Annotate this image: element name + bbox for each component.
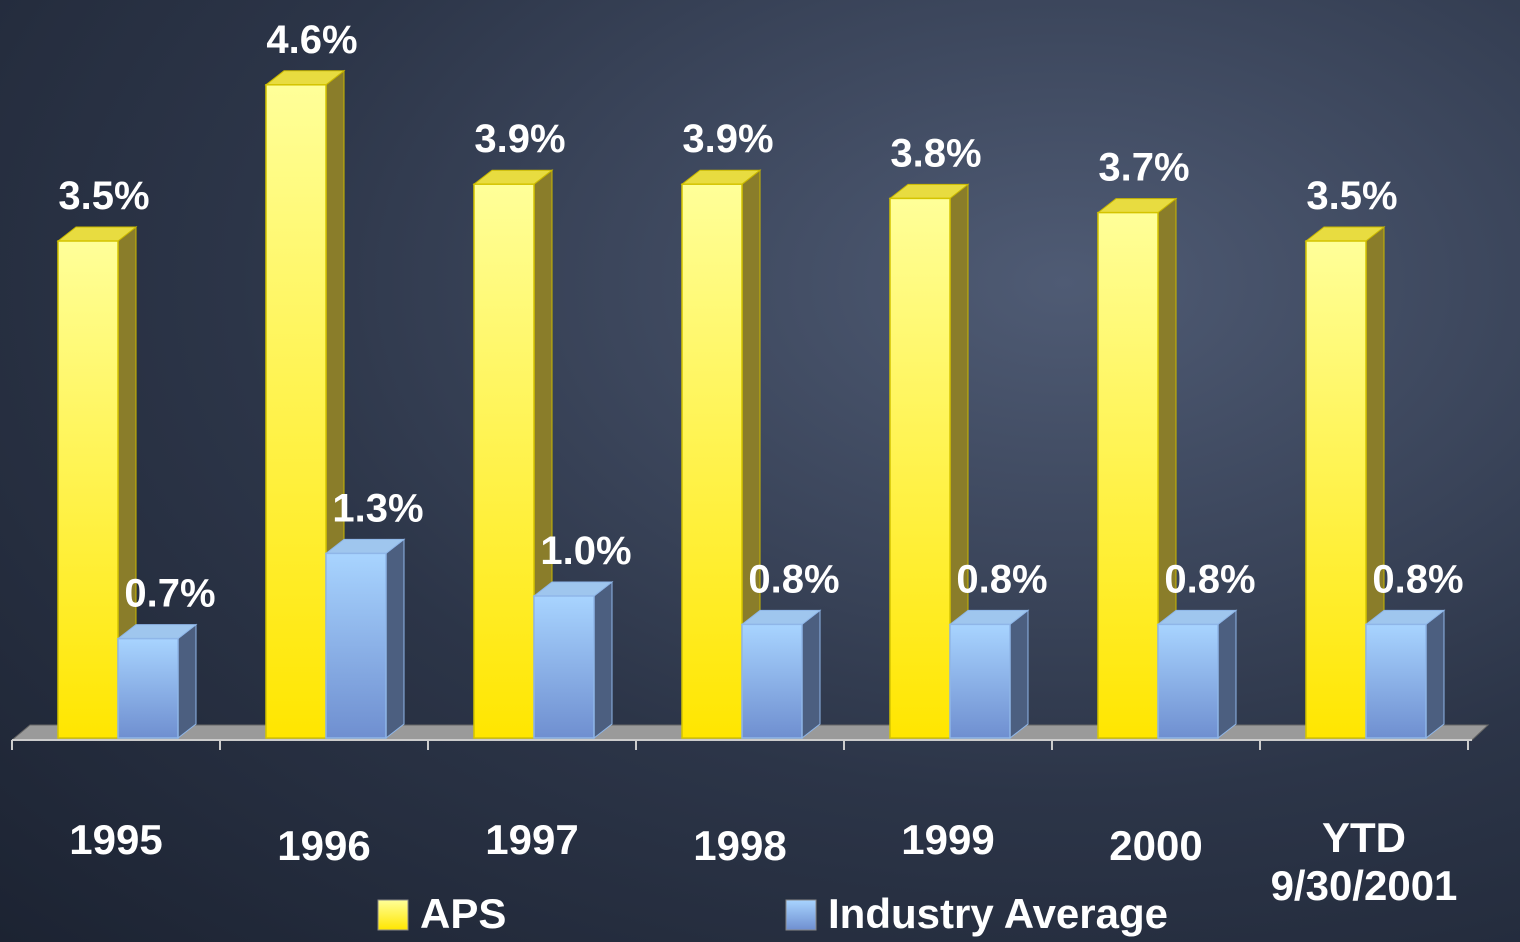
data-label: 0.8% xyxy=(1372,557,1463,601)
bar xyxy=(473,183,535,739)
data-label: 1.0% xyxy=(540,529,631,573)
bar xyxy=(1097,211,1159,739)
data-label: 3.5% xyxy=(58,174,149,218)
data-label: 0.8% xyxy=(748,557,839,601)
x-tick-label: 2000 xyxy=(1109,822,1203,869)
x-tick-label: 1995 xyxy=(69,816,163,863)
legend-swatch xyxy=(785,899,817,931)
bar xyxy=(265,84,327,739)
bar xyxy=(533,595,595,739)
bar xyxy=(1157,623,1219,739)
bar-side xyxy=(1217,609,1237,740)
bar xyxy=(325,552,387,739)
data-label: 1.3% xyxy=(332,486,423,530)
data-label: 0.8% xyxy=(1164,557,1255,601)
data-label: 3.7% xyxy=(1098,146,1189,190)
x-tick-label: 1996 xyxy=(277,822,371,869)
x-tick-label: 1999 xyxy=(901,816,995,863)
x-tick-label: 1997 xyxy=(485,816,579,863)
bar-side xyxy=(385,538,405,740)
data-label: 3.9% xyxy=(474,117,565,161)
bar-side xyxy=(801,609,821,740)
bar xyxy=(1305,240,1367,739)
bar-side xyxy=(1009,609,1029,740)
data-label: 0.8% xyxy=(956,557,1047,601)
bar xyxy=(949,623,1011,739)
bar xyxy=(681,183,743,739)
bar xyxy=(1365,623,1427,739)
bar-side xyxy=(593,580,613,740)
data-label: 0.7% xyxy=(124,572,215,616)
legend-label: Industry Average xyxy=(828,890,1168,937)
legend-label: APS xyxy=(420,890,506,937)
data-label: 4.6% xyxy=(266,18,357,62)
bar xyxy=(741,623,803,739)
legend-swatch xyxy=(377,899,409,931)
bar xyxy=(889,197,951,739)
x-tick-label: YTD 9/30/2001 xyxy=(1270,814,1458,909)
x-tick-label: 1998 xyxy=(693,822,787,869)
bar-side xyxy=(177,623,197,740)
data-label: 3.8% xyxy=(890,131,981,175)
data-label: 3.9% xyxy=(682,117,773,161)
bar-side xyxy=(1425,609,1445,740)
bar xyxy=(57,240,119,739)
data-label: 3.5% xyxy=(1306,174,1397,218)
bar xyxy=(117,637,179,739)
